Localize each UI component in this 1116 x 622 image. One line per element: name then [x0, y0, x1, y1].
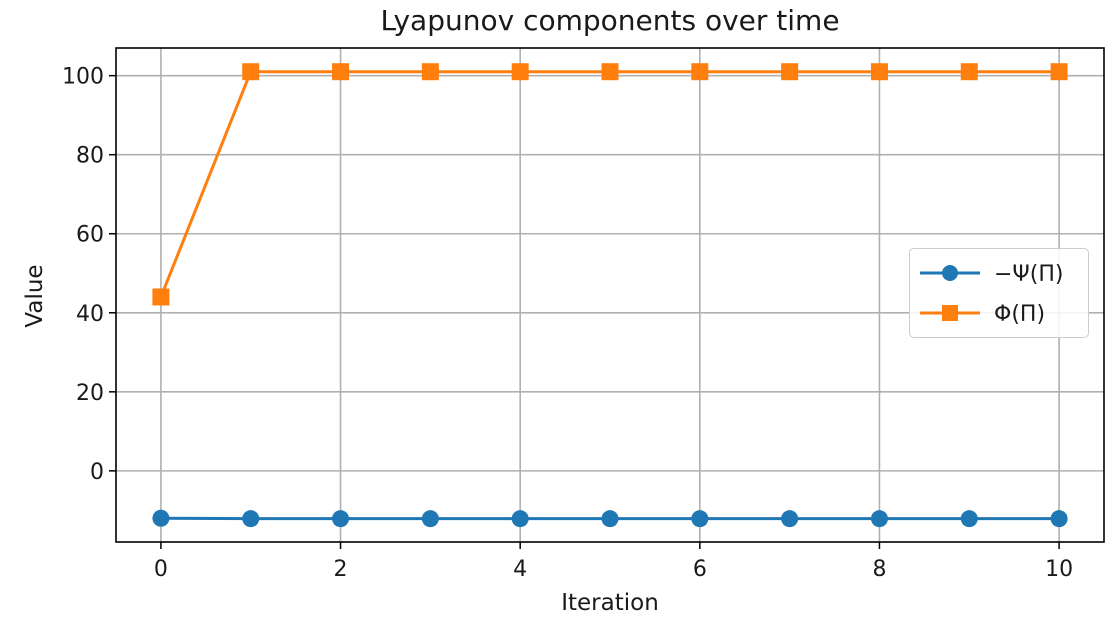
x-axis-label: Iteration	[561, 590, 659, 616]
data-point-square	[601, 63, 619, 81]
data-point-circle	[242, 510, 260, 528]
data-point-square	[511, 63, 529, 81]
x-tick-label: 0	[154, 557, 168, 582]
data-point-circle	[421, 510, 439, 528]
y-tick-label: 60	[76, 223, 104, 248]
data-point-circle	[511, 510, 529, 528]
data-point-square	[421, 63, 439, 81]
data-point-circle	[870, 510, 888, 528]
y-tick-label: 80	[76, 144, 104, 169]
x-tick-label: 10	[1045, 557, 1073, 582]
data-point-circle	[1050, 510, 1068, 528]
data-point-square	[242, 63, 260, 81]
plot-frame	[115, 47, 1105, 543]
data-point-square	[152, 288, 170, 306]
legend-entry-series-2: Φ(Π)	[910, 299, 1088, 333]
data-point-circle	[781, 510, 799, 528]
data-point-circle	[152, 509, 170, 527]
data-point-circle	[332, 510, 350, 528]
x-tick-label: 8	[872, 557, 886, 582]
data-point-square	[1050, 63, 1068, 81]
data-point-square	[691, 63, 709, 81]
data-point-square	[870, 63, 888, 81]
legend-swatch-square	[920, 305, 980, 321]
y-axis-label: Value	[22, 264, 48, 328]
legend-swatch-circle	[920, 265, 980, 281]
data-point-circle	[960, 510, 978, 528]
legend-label-series-2: Φ(Π)	[994, 302, 1046, 327]
y-tick-label: 0	[90, 460, 104, 485]
y-tick-label: 20	[76, 381, 104, 406]
legend: −Ψ(Π) Φ(Π)	[909, 248, 1089, 338]
x-tick-label: 6	[693, 557, 707, 582]
legend-label-series-1: −Ψ(Π)	[994, 262, 1064, 287]
data-point-circle	[601, 510, 619, 528]
data-point-square	[781, 63, 799, 81]
legend-entry-series-1: −Ψ(Π)	[910, 259, 1088, 293]
y-tick-label: 100	[62, 65, 104, 90]
data-point-square	[332, 63, 350, 81]
chart-title: Lyapunov components over time	[380, 4, 840, 37]
data-point-circle	[691, 510, 709, 528]
x-tick-label: 2	[334, 557, 348, 582]
data-point-square	[960, 63, 978, 81]
x-tick-label: 4	[513, 557, 527, 582]
y-tick-label: 40	[76, 302, 104, 327]
